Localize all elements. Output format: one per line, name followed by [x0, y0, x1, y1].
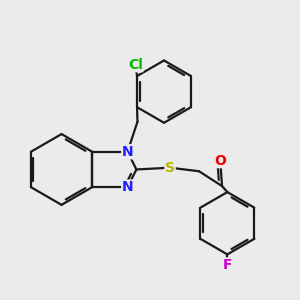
Text: S: S [165, 161, 175, 175]
Text: N: N [122, 145, 134, 159]
Text: Cl: Cl [128, 58, 143, 72]
Text: F: F [223, 258, 232, 272]
Text: N: N [122, 180, 134, 194]
Text: O: O [214, 154, 226, 168]
